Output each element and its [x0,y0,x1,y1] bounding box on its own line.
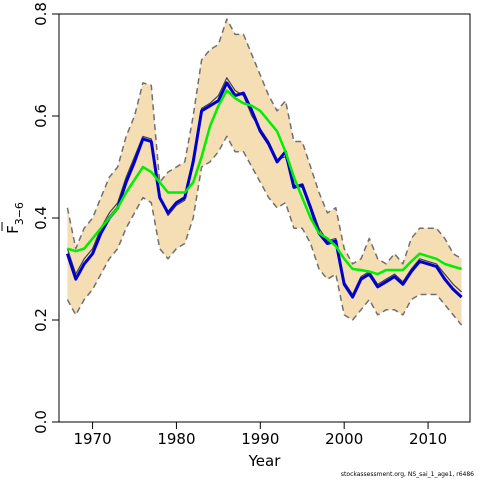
y-tick-label: 0.2 [32,308,50,332]
x-tick-label: 2000 [325,430,363,448]
x-tick-label: 2010 [409,430,447,448]
y-tick-label: 0.0 [32,410,50,434]
series-smooth-line [67,89,462,276]
y-axis-label: F3−6 [1,202,26,234]
y-tick-label: 0.6 [32,104,50,128]
y-axis-label-sub: 3−6 [13,202,26,225]
y-tick-label: 0.4 [32,206,50,230]
axes: 1970 1980 1990 2000 2010 0.0 0.2 0.4 0.6 0.8 [32,2,471,448]
series-estimate-line [65,81,463,299]
y-tick-label: 0.8 [32,2,50,26]
plot-area [65,18,463,326]
x-tick-label: 1970 [73,430,111,448]
svg-text:F3−6: F3−6 [4,202,26,234]
confidence-band [67,19,462,326]
band-upper-line [66,18,462,265]
x-tick-label: 1980 [157,430,195,448]
y-axis-label-main: F [4,225,22,234]
footer-caption: stockassessment.org, NS_sai_1_age1, r648… [340,471,474,478]
band-lower-line [66,135,463,326]
x-axis-label: Year [248,452,282,470]
x-tick-label: 1990 [241,430,279,448]
